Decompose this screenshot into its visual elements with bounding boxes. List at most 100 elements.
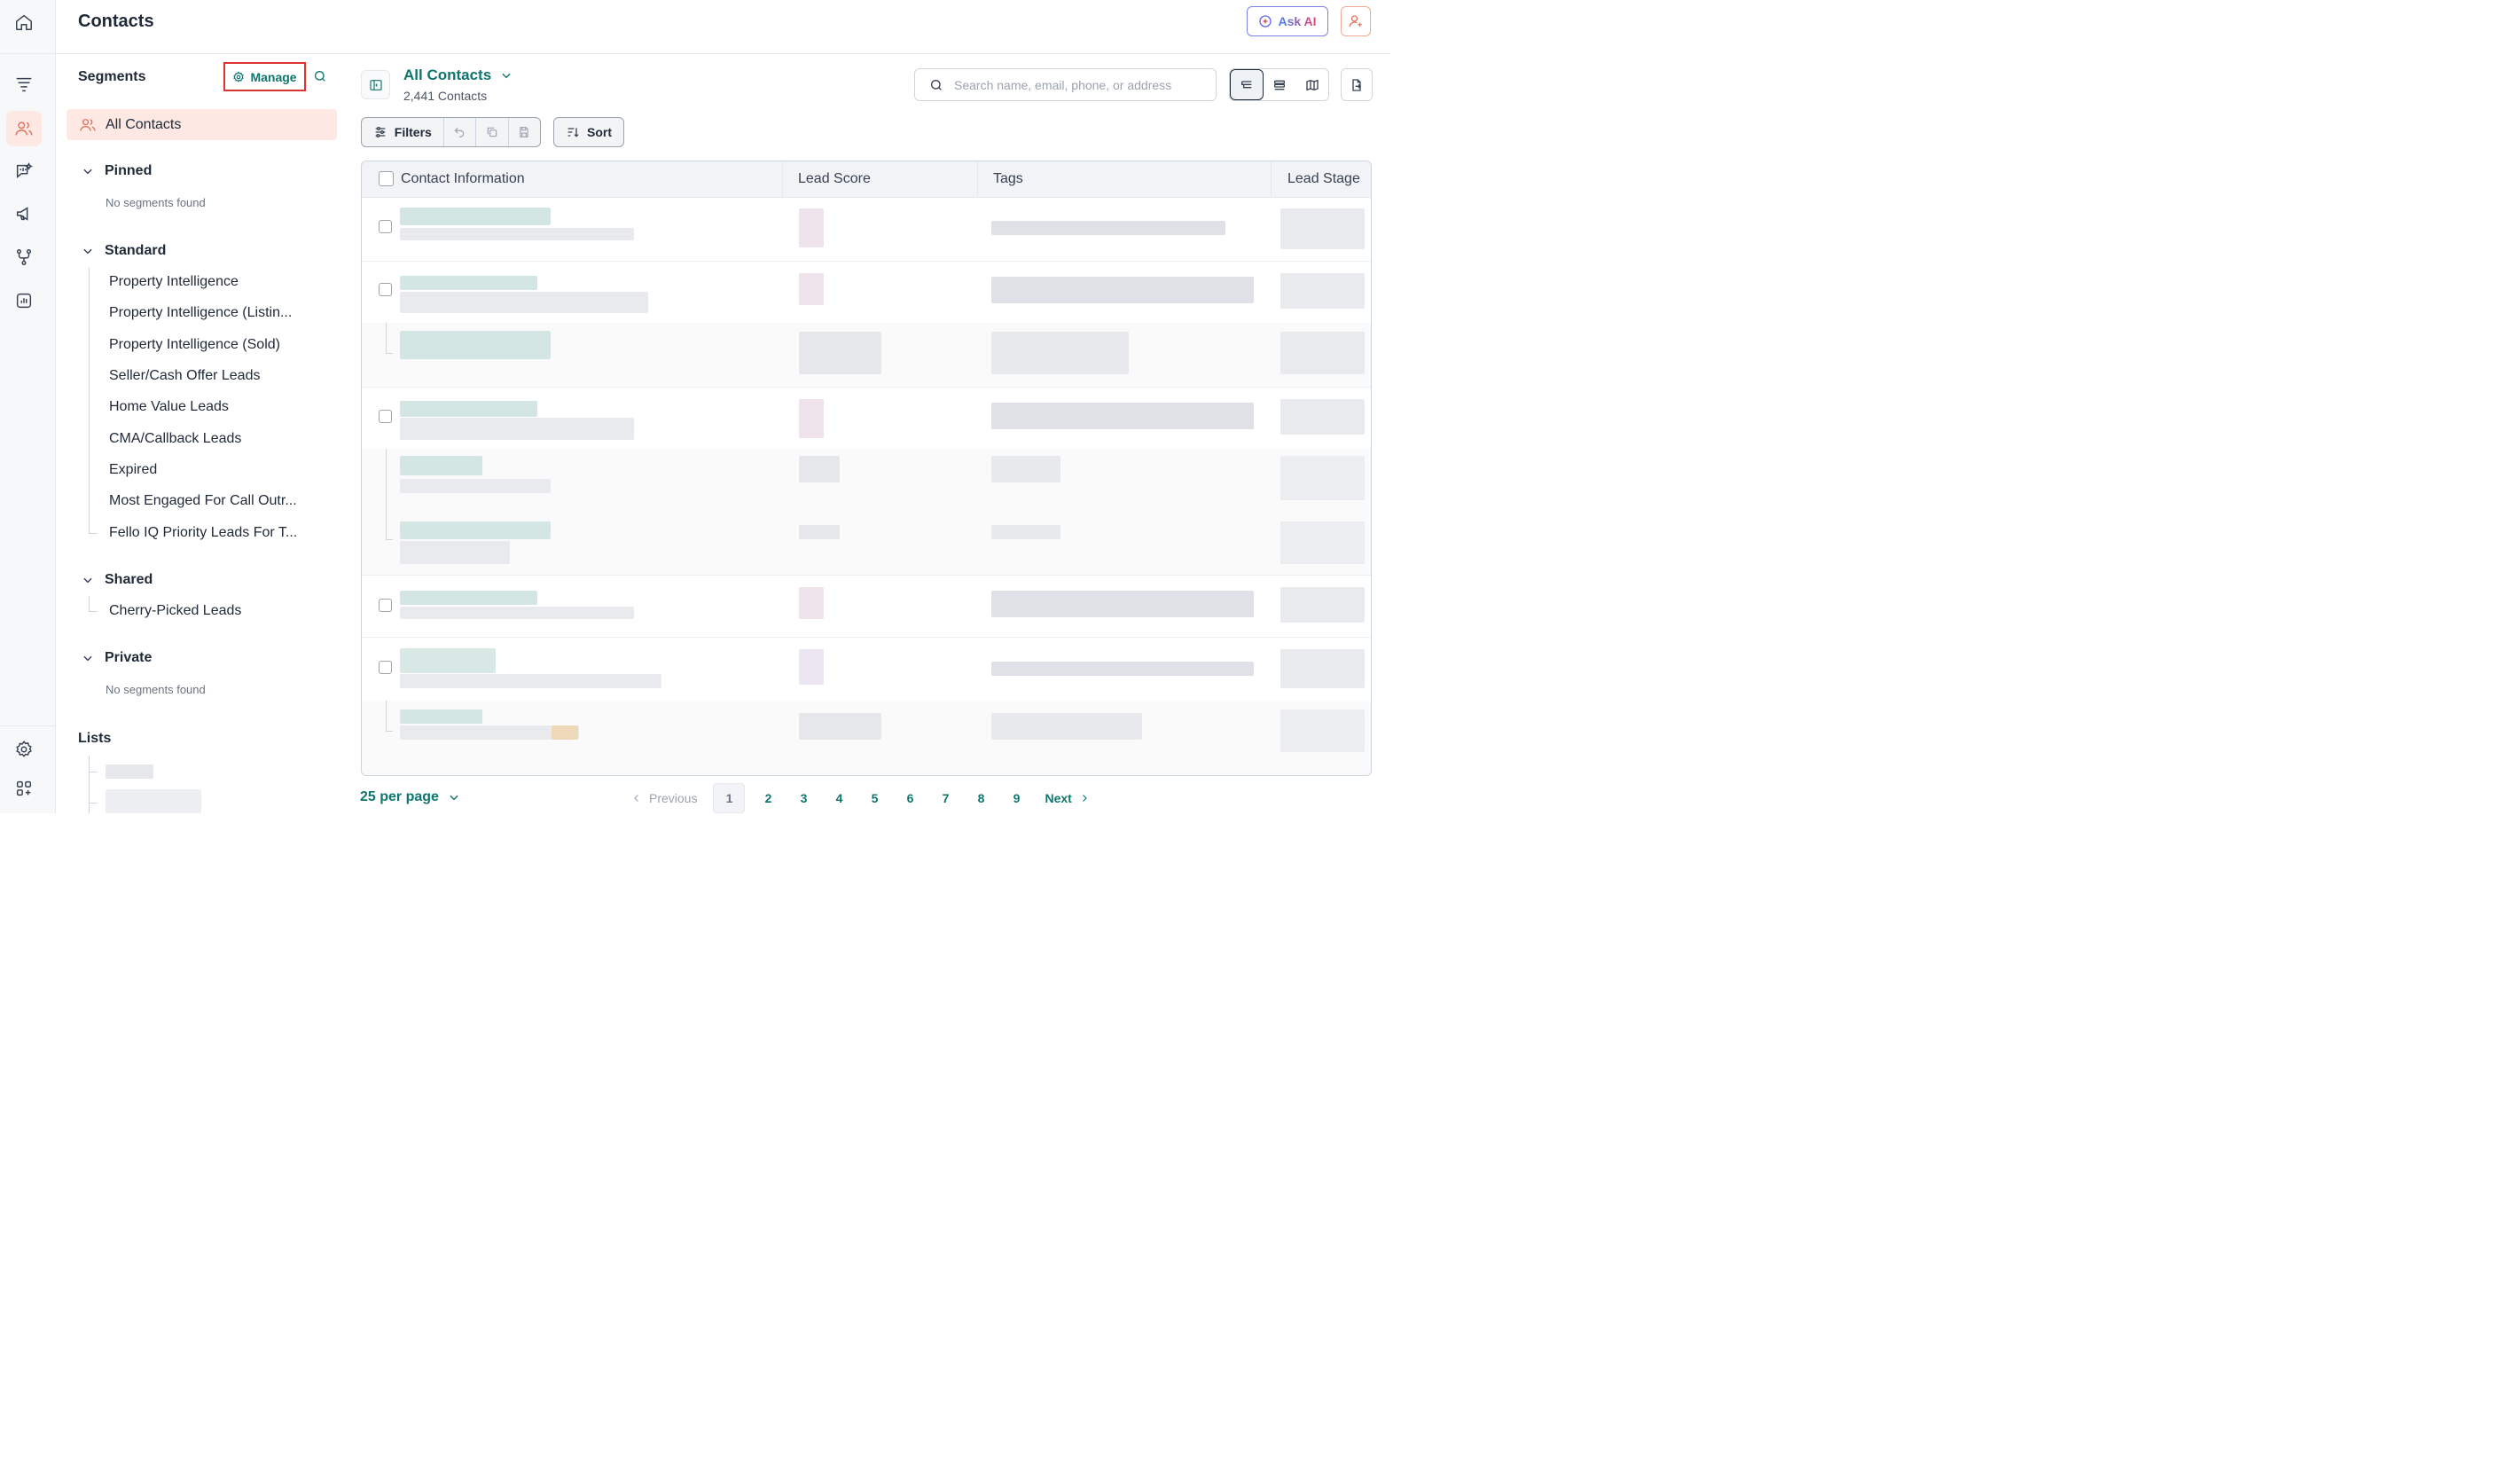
group-shared-toggle[interactable]: Shared xyxy=(82,572,153,588)
chevron-down-icon xyxy=(83,169,92,175)
previous-label: Previous xyxy=(649,791,698,805)
table-row[interactable] xyxy=(362,513,1371,576)
view-selector[interactable]: All Contacts xyxy=(403,67,513,84)
filters-label: Filters xyxy=(394,125,432,139)
megaphone-icon[interactable] xyxy=(6,196,42,231)
group-private-toggle[interactable]: Private xyxy=(82,650,152,666)
tag-chips xyxy=(991,277,1254,303)
segment-item[interactable]: Property Intelligence (Sold) xyxy=(109,337,280,352)
segment-item[interactable]: Most Engaged For Call Outr... xyxy=(109,493,297,508)
table-row[interactable] xyxy=(362,261,1371,324)
per-page-label: 25 per page xyxy=(360,789,439,804)
row-checkbox[interactable] xyxy=(379,283,392,296)
group-private-label: Private xyxy=(105,650,153,665)
table-row[interactable] xyxy=(362,449,1371,514)
settings-icon[interactable] xyxy=(6,732,42,767)
segment-all-contacts[interactable]: All Contacts xyxy=(67,109,337,140)
page-button[interactable]: 5 xyxy=(871,791,879,805)
row-checkbox[interactable] xyxy=(379,661,392,674)
lead-stage-value xyxy=(1280,710,1365,752)
select-all-checkbox[interactable] xyxy=(379,171,394,186)
page-button[interactable]: 6 xyxy=(906,791,914,805)
undo-icon[interactable] xyxy=(444,118,477,146)
table-row[interactable] xyxy=(362,575,1371,638)
column-contact-information[interactable]: Contact Information xyxy=(401,171,525,186)
contact-name xyxy=(400,276,537,290)
list-item[interactable] xyxy=(106,789,201,813)
page-button[interactable]: 3 xyxy=(800,791,808,805)
workflow-icon[interactable] xyxy=(6,239,42,275)
chat-icon[interactable] xyxy=(6,153,42,189)
chevron-down-icon xyxy=(83,248,92,255)
page-button[interactable]: 4 xyxy=(835,791,843,805)
row-checkbox[interactable] xyxy=(379,410,392,423)
segment-item[interactable]: Property Intelligence xyxy=(109,274,239,289)
add-contact-button[interactable] xyxy=(1341,6,1371,36)
table-row[interactable] xyxy=(362,637,1371,702)
segment-item[interactable]: Property Intelligence (Listin... xyxy=(109,305,293,320)
segment-item[interactable]: Fello IQ Priority Leads For T... xyxy=(109,525,298,540)
column-tags[interactable]: Tags xyxy=(993,171,1023,186)
all-contacts-label: All Contacts xyxy=(106,116,182,132)
list-item[interactable] xyxy=(106,764,153,779)
page-button[interactable]: 2 xyxy=(764,791,772,805)
save-icon[interactable] xyxy=(509,118,540,146)
per-page-selector[interactable]: 25 per page xyxy=(360,789,460,805)
sparkle-icon xyxy=(1259,15,1272,27)
lead-score-value xyxy=(799,649,824,685)
lead-score-value xyxy=(799,332,881,374)
chevron-left-icon xyxy=(634,795,638,802)
segment-item[interactable]: Seller/Cash Offer Leads xyxy=(109,368,261,383)
contact-details xyxy=(400,725,579,740)
next-page-button[interactable]: Next xyxy=(1045,791,1089,805)
row-checkbox[interactable] xyxy=(379,220,392,233)
segment-item[interactable]: Home Value Leads xyxy=(109,399,229,414)
pinned-empty-note: No segments found xyxy=(106,196,206,209)
search-input[interactable] xyxy=(952,76,1204,93)
contact-name xyxy=(400,331,551,359)
segments-title: Segments xyxy=(78,69,146,84)
duplicate-icon[interactable] xyxy=(476,118,509,146)
map-view-icon[interactable] xyxy=(1296,69,1328,100)
segment-item[interactable]: CMA/Callback Leads xyxy=(109,431,242,446)
tree-view-icon[interactable] xyxy=(1230,69,1264,100)
group-standard-toggle[interactable]: Standard xyxy=(82,243,166,259)
apps-icon[interactable] xyxy=(6,771,42,806)
toggle-segments-panel-button[interactable] xyxy=(361,70,390,99)
page-title: Contacts xyxy=(78,12,154,31)
table-row[interactable] xyxy=(362,387,1371,450)
export-button[interactable] xyxy=(1341,68,1373,101)
users-icon[interactable] xyxy=(6,111,42,146)
lead-stage-value xyxy=(1280,332,1365,374)
report-icon[interactable] xyxy=(6,283,42,318)
home-icon[interactable] xyxy=(6,4,42,40)
page-button[interactable]: 7 xyxy=(942,791,950,805)
list-view-icon[interactable] xyxy=(1264,69,1295,100)
table-row[interactable] xyxy=(362,323,1371,388)
column-lead-stage[interactable]: Lead Stage xyxy=(1287,171,1360,186)
manage-segments-button[interactable]: Manage xyxy=(223,62,306,91)
tag-chips xyxy=(991,591,1254,617)
tag-chips xyxy=(991,525,1060,539)
sort-button[interactable]: Sort xyxy=(553,117,624,147)
funnel-icon[interactable] xyxy=(6,67,42,103)
segment-item[interactable]: Expired xyxy=(109,462,158,477)
lead-stage-value xyxy=(1280,399,1365,435)
table-row[interactable] xyxy=(362,198,1371,262)
column-lead-score[interactable]: Lead Score xyxy=(798,171,871,186)
contact-name xyxy=(400,710,482,724)
page-button[interactable]: 8 xyxy=(977,791,985,805)
lists-title: Lists xyxy=(78,731,112,746)
segment-search-icon[interactable] xyxy=(313,69,327,88)
table-row[interactable] xyxy=(362,701,1371,775)
page-button[interactable]: 1 xyxy=(713,783,746,813)
row-checkbox[interactable] xyxy=(379,599,392,612)
tag-chips xyxy=(991,403,1254,429)
previous-page-button[interactable]: Previous xyxy=(631,791,697,805)
ask-ai-button[interactable]: Ask AI xyxy=(1247,6,1328,36)
contact-search[interactable] xyxy=(914,68,1217,101)
filters-button[interactable]: Filters xyxy=(362,118,444,146)
segment-item[interactable]: Cherry-Picked Leads xyxy=(109,603,242,618)
group-pinned-toggle[interactable]: Pinned xyxy=(82,163,152,179)
page-button[interactable]: 9 xyxy=(1013,791,1021,805)
